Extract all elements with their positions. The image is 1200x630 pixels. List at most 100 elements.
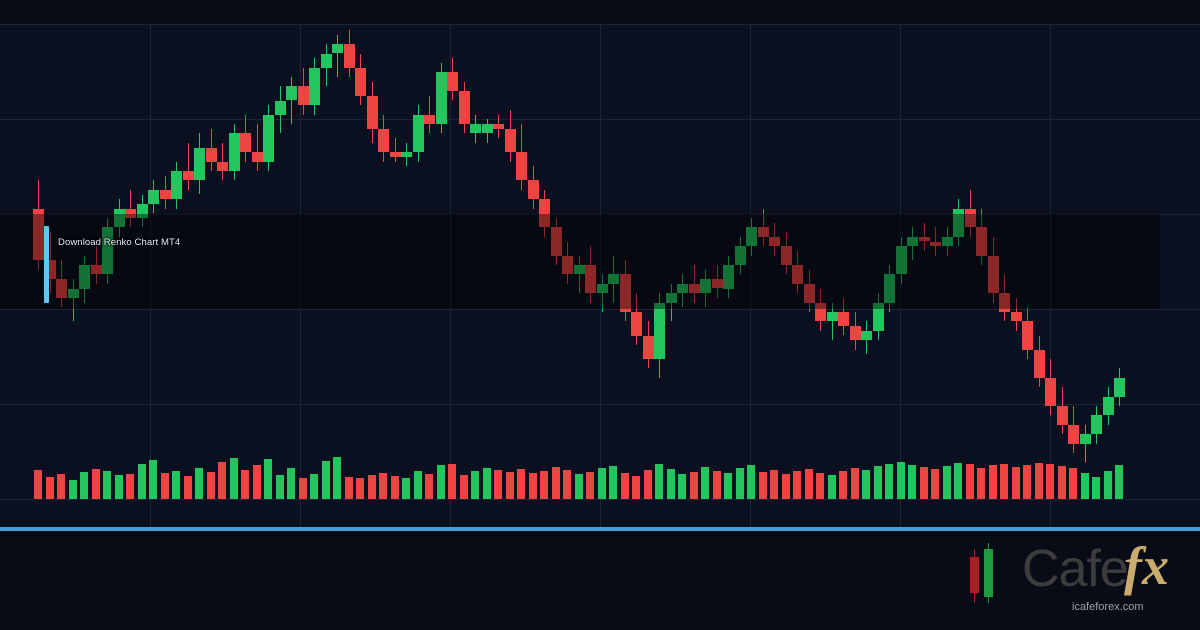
candle-body xyxy=(505,128,516,153)
candle-body xyxy=(470,124,481,134)
volume-bar xyxy=(839,471,847,499)
volume-bar xyxy=(299,478,307,499)
candle-body xyxy=(827,312,838,322)
candle-body xyxy=(942,236,953,247)
gridline-vertical-4 xyxy=(750,24,751,529)
volume-bar xyxy=(172,471,180,499)
candle-body xyxy=(574,265,585,275)
volume-bar xyxy=(598,468,606,499)
candle-body xyxy=(597,283,608,294)
volume-bar xyxy=(207,471,215,499)
candle-body xyxy=(965,208,976,228)
volume-bar xyxy=(506,471,514,499)
logo-candle-body xyxy=(970,557,979,593)
volume-bar xyxy=(402,477,410,499)
candle-body xyxy=(56,279,67,298)
candle-body xyxy=(424,114,435,124)
gridline-vertical-0 xyxy=(150,24,151,529)
candle-body xyxy=(1011,312,1022,322)
volume-bar xyxy=(540,471,548,499)
candle-body xyxy=(769,236,780,247)
volume-bar xyxy=(943,466,951,499)
candle-body xyxy=(286,86,297,101)
candle-body xyxy=(620,274,631,312)
volume-bar xyxy=(345,476,353,499)
volume-bar xyxy=(253,465,261,499)
candle-body xyxy=(1022,321,1033,350)
candle-wick xyxy=(671,283,672,322)
volume-bar xyxy=(667,469,675,499)
candle-body xyxy=(976,227,987,256)
gridline-vertical-5 xyxy=(900,24,901,529)
candle-body xyxy=(125,208,136,218)
candle-body xyxy=(689,283,700,294)
volume-bar xyxy=(977,468,985,499)
candle-body xyxy=(68,288,79,298)
volume-bar xyxy=(241,470,249,499)
volume-bar xyxy=(184,475,192,499)
candlestick-chart[interactable]: Download Renko Chart MT4 xyxy=(0,24,1200,529)
candle-body xyxy=(332,44,343,54)
volume-bar xyxy=(770,470,778,499)
volume-bar xyxy=(1058,466,1066,499)
volume-bar xyxy=(1000,463,1008,499)
price-marker-icon[interactable] xyxy=(44,226,49,303)
candle-body xyxy=(493,124,504,129)
candle-wick xyxy=(73,279,74,322)
candle-wick xyxy=(395,138,396,162)
volume-bar xyxy=(552,467,560,499)
candle-body xyxy=(861,330,872,341)
candle-body xyxy=(781,246,792,265)
volume-bar xyxy=(759,471,767,499)
candle-body xyxy=(206,147,217,162)
volume-bar xyxy=(1035,462,1043,499)
candle-body xyxy=(229,133,240,171)
volume-bar xyxy=(103,471,111,499)
candle-body xyxy=(137,203,148,218)
candle-wick xyxy=(935,227,936,256)
candle-body xyxy=(516,152,527,181)
volume-bar xyxy=(782,473,790,499)
candle-body xyxy=(631,312,642,336)
chart-top-strip xyxy=(0,0,1200,24)
volume-bar xyxy=(138,463,146,499)
candle-body xyxy=(217,161,228,171)
gridline-vertical-6 xyxy=(1050,24,1051,529)
volume-bar xyxy=(310,473,318,499)
candle-wick xyxy=(924,222,925,251)
candle-body xyxy=(608,274,619,284)
candle-body xyxy=(1034,349,1045,378)
candle-wick xyxy=(1085,424,1086,463)
volume-bar xyxy=(414,471,422,499)
candle-body xyxy=(390,152,401,157)
candle-body xyxy=(585,265,596,294)
icafefx-logo[interactable]: Cafe fx icafeforex.com xyxy=(962,536,1192,621)
volume-bar xyxy=(678,473,686,499)
candle-body xyxy=(482,124,493,134)
volume-bar xyxy=(322,460,330,499)
candle-body xyxy=(815,302,826,322)
candle-body xyxy=(413,114,424,153)
candle-body xyxy=(528,180,539,200)
volume-bar xyxy=(690,471,698,499)
candle-body xyxy=(988,255,999,294)
volume-bar xyxy=(126,473,134,499)
candle-body xyxy=(194,147,205,181)
logo-fx-mark: fx xyxy=(1124,536,1169,596)
gridline-vertical-3 xyxy=(600,24,601,529)
volume-bar xyxy=(218,461,226,499)
candle-body xyxy=(804,283,815,303)
candle-body xyxy=(539,199,550,228)
volume-bar xyxy=(34,470,42,499)
volume-bar xyxy=(632,475,640,499)
candle-body xyxy=(447,72,458,92)
candle-body xyxy=(907,236,918,247)
candle-body xyxy=(1068,424,1079,444)
candle-wick xyxy=(832,302,833,341)
volume-bar xyxy=(379,472,387,499)
volume-bar xyxy=(149,459,157,499)
candle-wick xyxy=(602,274,603,312)
volume-bar xyxy=(1092,476,1100,499)
candle-body xyxy=(378,128,389,153)
candle-body xyxy=(252,152,263,162)
